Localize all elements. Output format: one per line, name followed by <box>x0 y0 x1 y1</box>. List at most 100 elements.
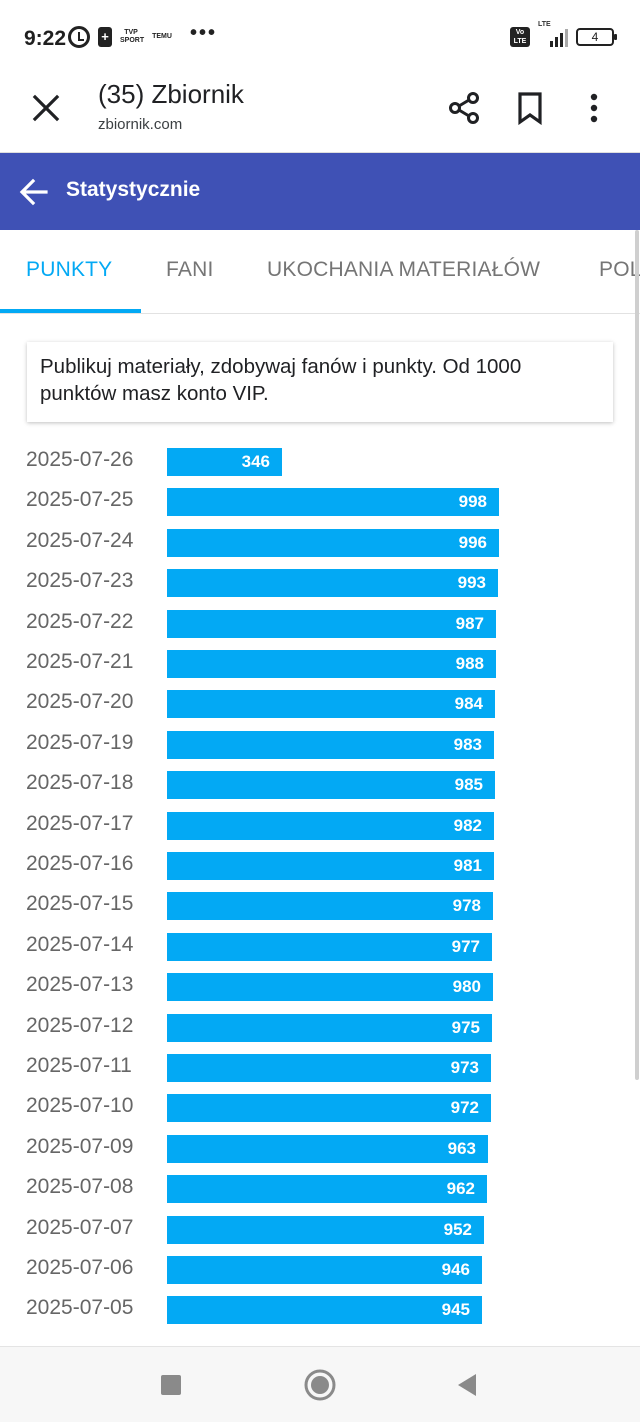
chart-bar: 993 <box>167 569 498 598</box>
tab-bar: PUNKTY FANI UKOCHANIA MATERIAŁÓW POL <box>0 230 640 314</box>
chart-row-date: 2025-07-13 <box>26 973 134 997</box>
bookmark-icon[interactable] <box>512 90 548 126</box>
volte-icon: Vo LTE <box>510 27 530 47</box>
chart-row-date: 2025-07-08 <box>26 1175 134 1199</box>
chart-bar-value: 983 <box>453 734 482 754</box>
chart-row: 2025-07-12 975 <box>0 1007 640 1047</box>
chart-bar-value: 987 <box>455 613 484 633</box>
chart-bar: 952 <box>167 1215 484 1244</box>
chart-bar-value: 946 <box>441 1260 470 1279</box>
close-icon[interactable] <box>30 92 62 124</box>
chart-row-date: 2025-07-22 <box>26 609 134 633</box>
chart-row-date: 2025-07-19 <box>26 730 134 754</box>
share-icon[interactable] <box>446 90 482 126</box>
chart-bar-value: 981 <box>453 856 482 875</box>
chart-bar: 977 <box>167 932 492 961</box>
chart-bar-value: 977 <box>451 936 480 956</box>
tab-fani[interactable]: FANI <box>166 258 214 281</box>
chart-row: 2025-07-15 978 <box>0 885 640 925</box>
chart-bar: 983 <box>167 730 494 759</box>
chart-bar: 985 <box>167 771 495 800</box>
alarm-icon <box>68 26 90 48</box>
chart-bar: 982 <box>167 811 494 840</box>
lte-label: LTE <box>538 21 551 28</box>
chart-bar: 973 <box>167 1054 491 1082</box>
more-notifications-icon: ••• <box>190 21 218 44</box>
chart-row-date: 2025-07-16 <box>26 852 134 875</box>
system-icons: Vo LTE LTE 4 <box>510 21 617 47</box>
chart-row: 2025-07-17 982 <box>0 805 640 845</box>
chart-bar-value: 952 <box>443 1219 472 1239</box>
chart-row-date: 2025-07-26 <box>26 448 134 471</box>
tab-pol[interactable]: POL <box>599 258 640 281</box>
chart-row-date: 2025-07-17 <box>26 811 134 835</box>
chart-row-date: 2025-07-24 <box>26 528 134 552</box>
arrow-back-icon[interactable] <box>18 177 48 207</box>
browser-title-block: (35) Zbiornik zbiornik.com <box>98 79 244 133</box>
chart-row: 2025-07-22 987 <box>0 603 640 643</box>
scrollbar[interactable] <box>635 230 639 1080</box>
chart-bar: 988 <box>167 650 496 678</box>
chart-bar-value: 996 <box>458 532 487 552</box>
chart-row-date: 2025-07-10 <box>26 1094 134 1118</box>
chart-row: 2025-07-09 963 <box>0 1128 640 1168</box>
chart-bar-value: 973 <box>450 1058 479 1077</box>
app-bar-title: Statystycznie <box>66 178 201 201</box>
chart-bar-value: 985 <box>454 775 483 795</box>
temu-icon: TEMU <box>152 33 172 40</box>
chart-bar: 980 <box>167 973 493 1002</box>
chart-bar-value: 975 <box>451 1017 480 1037</box>
chart-row-date: 2025-07-15 <box>26 892 134 916</box>
battery-saver-icon: + <box>98 27 112 47</box>
chart-row-date: 2025-07-11 <box>26 1054 132 1077</box>
points-bar-chart: 2025-07-26 346 2025-07-25 998 2025-07-24 996 2… <box>0 441 640 1346</box>
chart-bar-value: 988 <box>455 654 484 673</box>
chart-bar-value: 978 <box>452 896 481 916</box>
chart-bar: 981 <box>167 852 494 880</box>
chart-row-date: 2025-07-25 <box>26 488 134 512</box>
home-icon[interactable] <box>302 1367 338 1403</box>
chart-row: 2025-07-24 996 <box>0 522 640 562</box>
tab-punkty[interactable]: PUNKTY <box>26 258 113 281</box>
tab-indicator <box>0 309 141 313</box>
chart-row: 2025-07-10 972 <box>0 1087 640 1127</box>
tab-ukochania-materialow[interactable]: UKOCHANIA MATERIAŁÓW <box>267 258 541 281</box>
chart-row: 2025-07-19 983 <box>0 724 640 764</box>
chart-bar-value: 962 <box>446 1179 475 1199</box>
back-icon[interactable] <box>452 1369 484 1401</box>
chart-row-date: 2025-07-12 <box>26 1013 134 1037</box>
chart-row: 2025-07-18 985 <box>0 764 640 804</box>
chart-row-date: 2025-07-21 <box>26 650 134 673</box>
chart-row: 2025-07-20 984 <box>0 683 640 723</box>
chart-row-date: 2025-07-05 <box>26 1296 134 1320</box>
chart-bar: 963 <box>167 1134 488 1163</box>
chart-bar: 984 <box>167 690 495 719</box>
chart-bar: 346 <box>167 448 282 476</box>
chart-row: 2025-07-07 952 <box>0 1209 640 1249</box>
chart-bar: 946 <box>167 1256 482 1284</box>
notification-icons: + TVP SPORT TEMU ••• <box>68 22 217 48</box>
chart-row: 2025-07-21 988 <box>0 643 640 683</box>
chart-row: 2025-07-26 346 <box>0 441 640 481</box>
chart-bar-value: 945 <box>441 1300 470 1320</box>
chart-row: 2025-07-14 977 <box>0 926 640 966</box>
app-bar: Statystycznie <box>0 153 640 230</box>
chart-row-date: 2025-07-14 <box>26 932 134 956</box>
status-time: 9:22 <box>24 27 67 50</box>
signal-icon: LTE <box>538 21 568 47</box>
chart-bar: 945 <box>167 1296 482 1325</box>
more-vert-icon[interactable] <box>576 90 612 126</box>
chart-row: 2025-07-23 993 <box>0 562 640 602</box>
recent-apps-icon[interactable] <box>155 1369 187 1401</box>
page-url: zbiornik.com <box>98 116 183 133</box>
battery-icon: 4 <box>576 28 617 46</box>
chart-row: 2025-07-05 945 <box>0 1289 640 1329</box>
chart-bar-value: 982 <box>453 815 482 835</box>
chart-row-date: 2025-07-23 <box>26 569 134 593</box>
chart-row-date: 2025-07-09 <box>26 1134 134 1158</box>
chart-bar-value: 998 <box>458 492 487 512</box>
chart-bar: 975 <box>167 1013 492 1042</box>
chart-bar-value: 346 <box>241 452 270 471</box>
chart-bar: 987 <box>167 609 496 638</box>
chart-row: 2025-07-08 962 <box>0 1168 640 1208</box>
